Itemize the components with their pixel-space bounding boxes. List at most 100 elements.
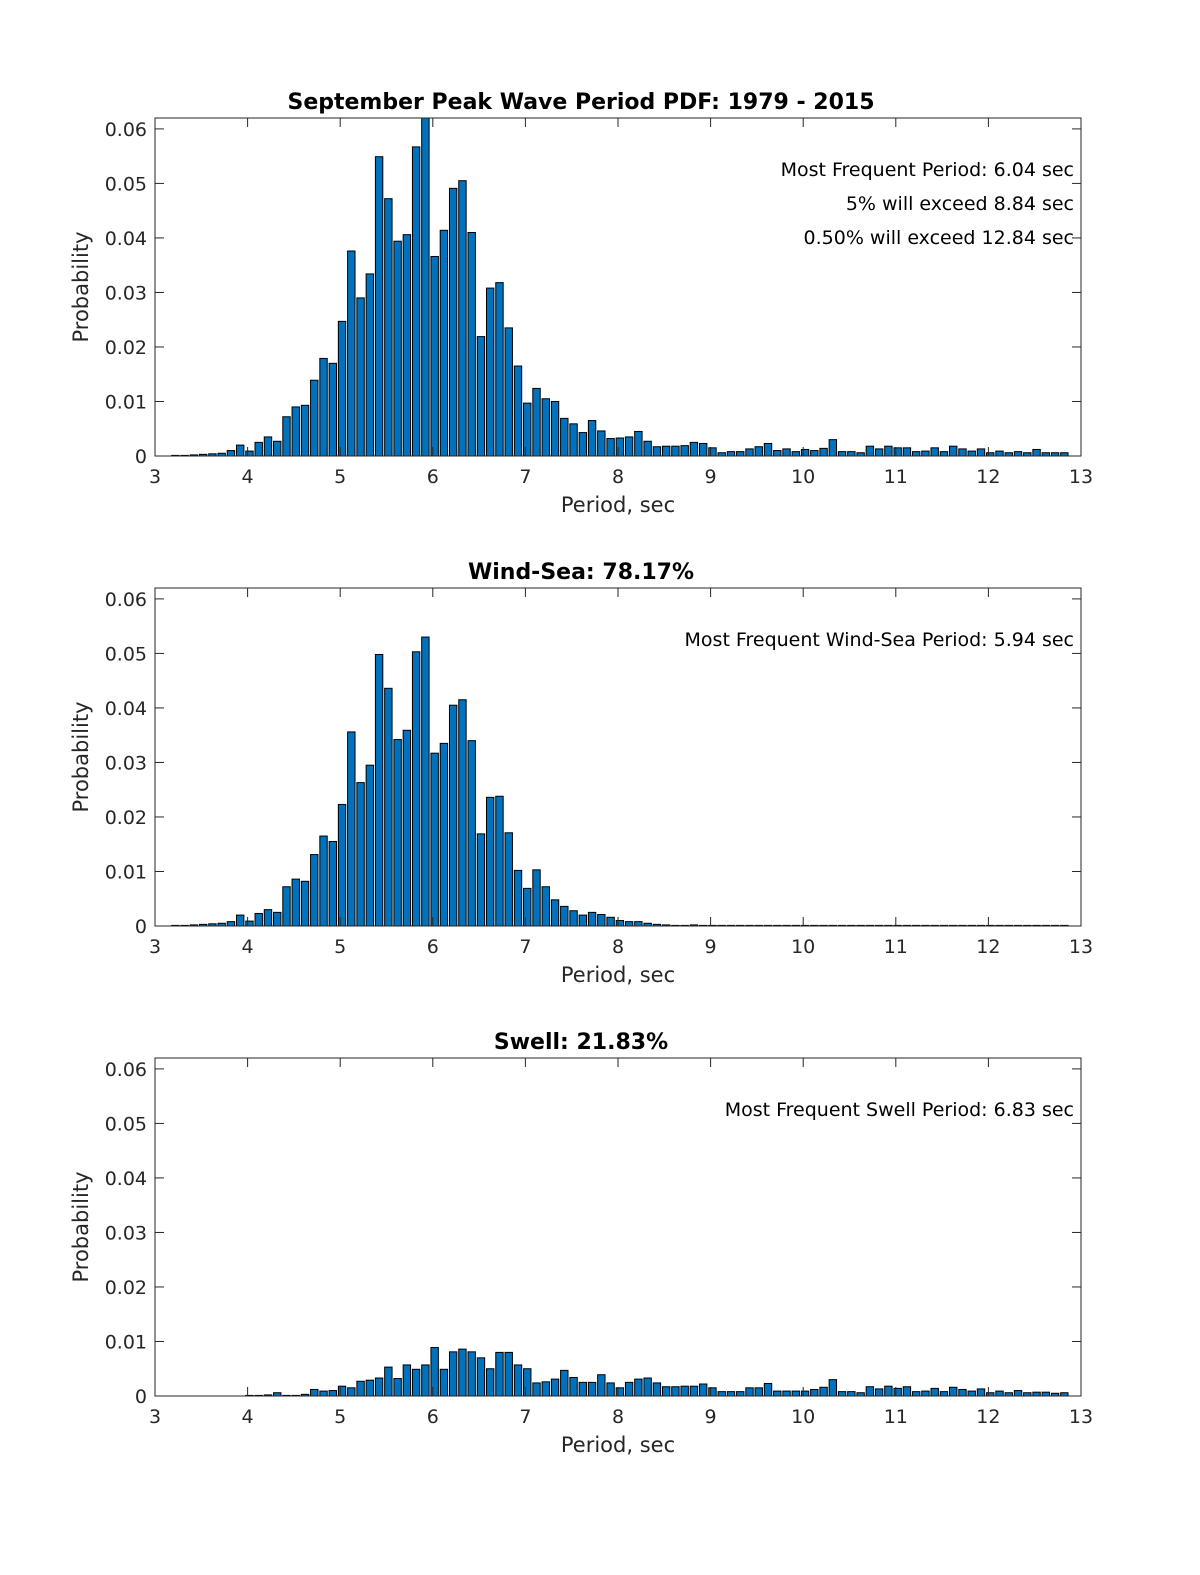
bar [263,909,273,927]
bar [402,729,412,927]
bar [911,1391,921,1397]
bar [976,448,986,457]
bar [754,1387,763,1397]
x-tick-label: 3 [149,936,161,958]
x-axis-label: Period, sec [561,963,675,987]
bar [837,451,847,457]
bar [356,1380,365,1397]
bar [847,451,856,457]
bar [578,1381,588,1397]
bar [745,448,754,457]
bar [578,432,588,457]
bar [1032,448,1041,457]
bar [819,447,828,457]
bar [791,1390,801,1397]
bar [1013,1390,1023,1397]
bar [374,156,384,457]
bar [921,450,930,457]
bar [235,444,245,457]
x-tick-label: 5 [334,1406,346,1428]
y-tick-label: 0.01 [105,391,147,413]
x-tick-label: 3 [149,1406,161,1428]
bar [921,1390,930,1397]
bar [1041,1391,1051,1397]
x-tick-label: 10 [791,466,815,488]
bar [402,1364,412,1397]
y-tick-label: 0.05 [105,1113,147,1135]
bar [874,1388,884,1397]
bar [513,869,523,927]
annotation: 0.50% will exceed 12.84 sec [804,227,1074,249]
bar [736,451,745,457]
bar [226,921,236,927]
bar [347,250,356,457]
bar [587,911,597,927]
annotation: 5% will exceed 8.84 sec [846,193,1074,215]
chart-panel-3: 3 4 5 6 7 8 9 10 11 12 13 0 0.01 0.02 0.03 0.04 0.05 0.06… [69,1030,1093,1457]
bar [939,1391,949,1397]
bar [995,450,1004,457]
bar [486,287,495,457]
bar [448,704,458,927]
x-tick-label: 8 [612,466,624,488]
bar [874,448,884,457]
bar [865,1386,875,1397]
bar [578,914,588,927]
x-tick-label: 6 [427,936,439,958]
bar [458,180,467,457]
bar [606,438,615,457]
x-tick-label: 12 [976,1406,1000,1428]
y-tick-label: 0.04 [105,228,147,250]
bar [393,739,402,927]
bar [717,1391,726,1397]
y-tick-label: 0.03 [105,1222,147,1244]
bar [319,357,328,457]
bar [624,921,634,927]
bar [513,365,523,457]
bar [569,423,578,457]
bar [291,878,300,927]
bar [254,441,263,457]
bar [550,899,560,927]
bar [560,417,569,457]
bar [763,1382,773,1397]
x-tick-label: 10 [791,936,815,958]
bar [448,1351,458,1397]
bar [569,910,578,927]
bar [495,795,504,927]
bar [365,1379,375,1397]
bar [310,854,319,927]
bar [430,752,439,927]
bar [235,914,245,927]
annotation: Most Frequent Swell Period: 6.83 sec [725,1099,1074,1121]
bar [532,387,541,457]
bar [911,451,921,457]
bar [504,327,513,457]
chart-panel-1: 3 4 5 6 7 8 9 10 11 12 13 0 0.01 0.02 0.03 0.04 0.05 0.06… [69,90,1093,517]
bar [597,914,606,927]
chart-title: September Peak Wave Period PDF: 1979 - 2… [287,90,874,115]
bar [902,1386,912,1397]
bar [634,430,643,457]
bar [486,796,495,927]
bar [384,1366,393,1397]
y-axis-label: Probability [69,231,93,342]
bar [430,255,439,457]
bar [680,445,689,457]
bar [643,1377,652,1397]
annotation: Most Frequent Period: 6.04 sec [781,159,1074,181]
bar [458,1348,467,1397]
bar [411,146,421,457]
x-tick-label: 4 [242,936,254,958]
bar [810,1388,819,1397]
x-tick-label: 3 [149,466,161,488]
bar [736,1391,745,1397]
bar [467,231,476,457]
bar [467,1351,476,1397]
bar [374,654,384,927]
bar [226,450,236,457]
bar [310,379,319,457]
bar [800,1390,810,1397]
bar [643,440,652,457]
